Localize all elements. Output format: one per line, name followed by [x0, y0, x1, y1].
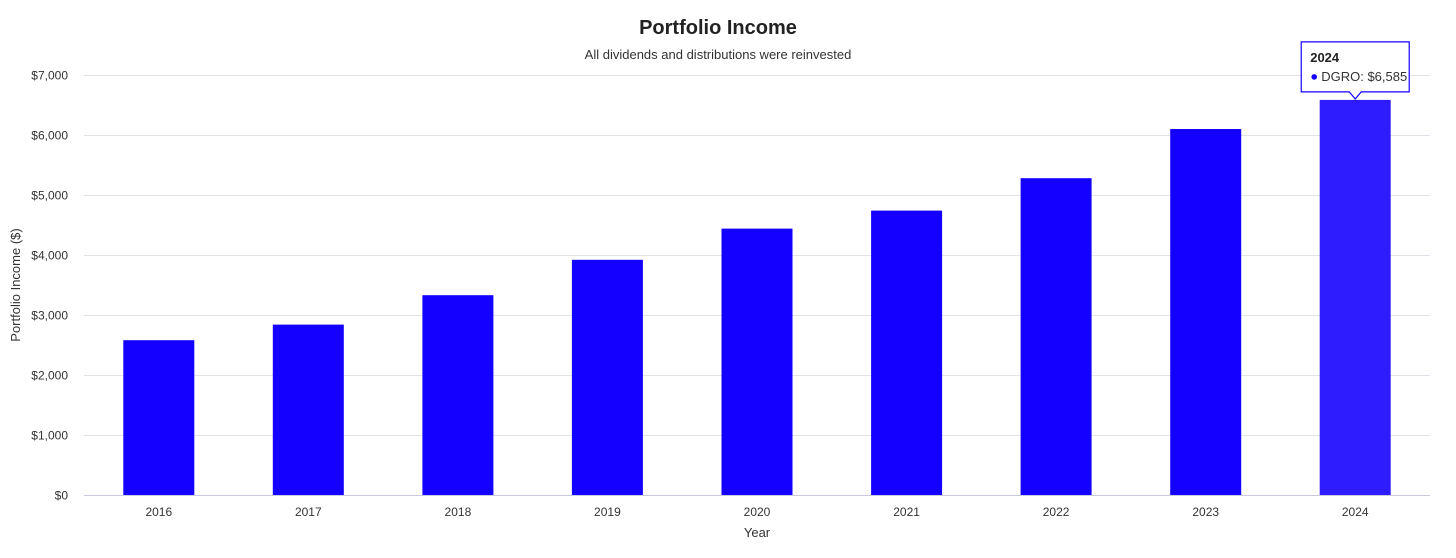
- x-tick-label: 2018: [445, 505, 472, 519]
- y-tick-label: $7,000: [31, 69, 68, 83]
- y-tick-label: $3,000: [31, 309, 68, 323]
- y-axis-label: Portfolio Income ($): [8, 228, 23, 341]
- y-tick-label: $2,000: [31, 369, 68, 383]
- x-tick-label: 2017: [295, 505, 322, 519]
- tooltip-box: [1300, 41, 1410, 100]
- y-tick-label: $5,000: [31, 189, 68, 203]
- x-axis-ticks: 2016 2017 2018 2019 2020 2021 2022 2023 2024: [145, 505, 1368, 519]
- y-tick-label: $1,000: [31, 429, 68, 443]
- bar-2022[interactable]: [1020, 178, 1092, 495]
- bar-2018[interactable]: [422, 295, 494, 495]
- chart-title: Portfolio Income: [639, 17, 797, 39]
- y-tick-label: $0: [55, 489, 69, 503]
- x-tick-label: 2022: [1043, 505, 1070, 519]
- tooltip-title: 2024: [1310, 50, 1340, 65]
- bar-2020[interactable]: [721, 228, 793, 495]
- bar-2023[interactable]: [1170, 129, 1242, 495]
- y-tick-label: $6,000: [31, 129, 68, 143]
- x-tick-label: 2021: [893, 505, 920, 519]
- x-tick-label: 2023: [1192, 505, 1219, 519]
- bar-2016[interactable]: [123, 340, 195, 495]
- y-axis-ticks: $0 $1,000 $2,000 $3,000 $4,000 $5,000 $6,000 $7…: [31, 69, 68, 503]
- x-tick-label: 2016: [145, 505, 172, 519]
- bars: [123, 99, 1391, 496]
- tooltip-series-marker: [1311, 74, 1318, 80]
- bar-2024[interactable]: [1319, 99, 1391, 496]
- tooltip-series-value: DGRO: $6,585: [1321, 69, 1407, 84]
- bar-2019[interactable]: [571, 259, 643, 495]
- chart-subtitle: All dividends and distributions were rei…: [585, 47, 852, 62]
- y-tick-label: $4,000: [31, 249, 68, 263]
- tooltip: 2024 DGRO: $6,585: [1300, 41, 1410, 100]
- bar-2017[interactable]: [272, 324, 344, 495]
- x-tick-label: 2019: [594, 505, 621, 519]
- bar-2021[interactable]: [871, 210, 943, 495]
- x-axis-label: Year: [744, 525, 771, 540]
- x-tick-label: 2020: [744, 505, 771, 519]
- x-tick-label: 2024: [1342, 505, 1369, 519]
